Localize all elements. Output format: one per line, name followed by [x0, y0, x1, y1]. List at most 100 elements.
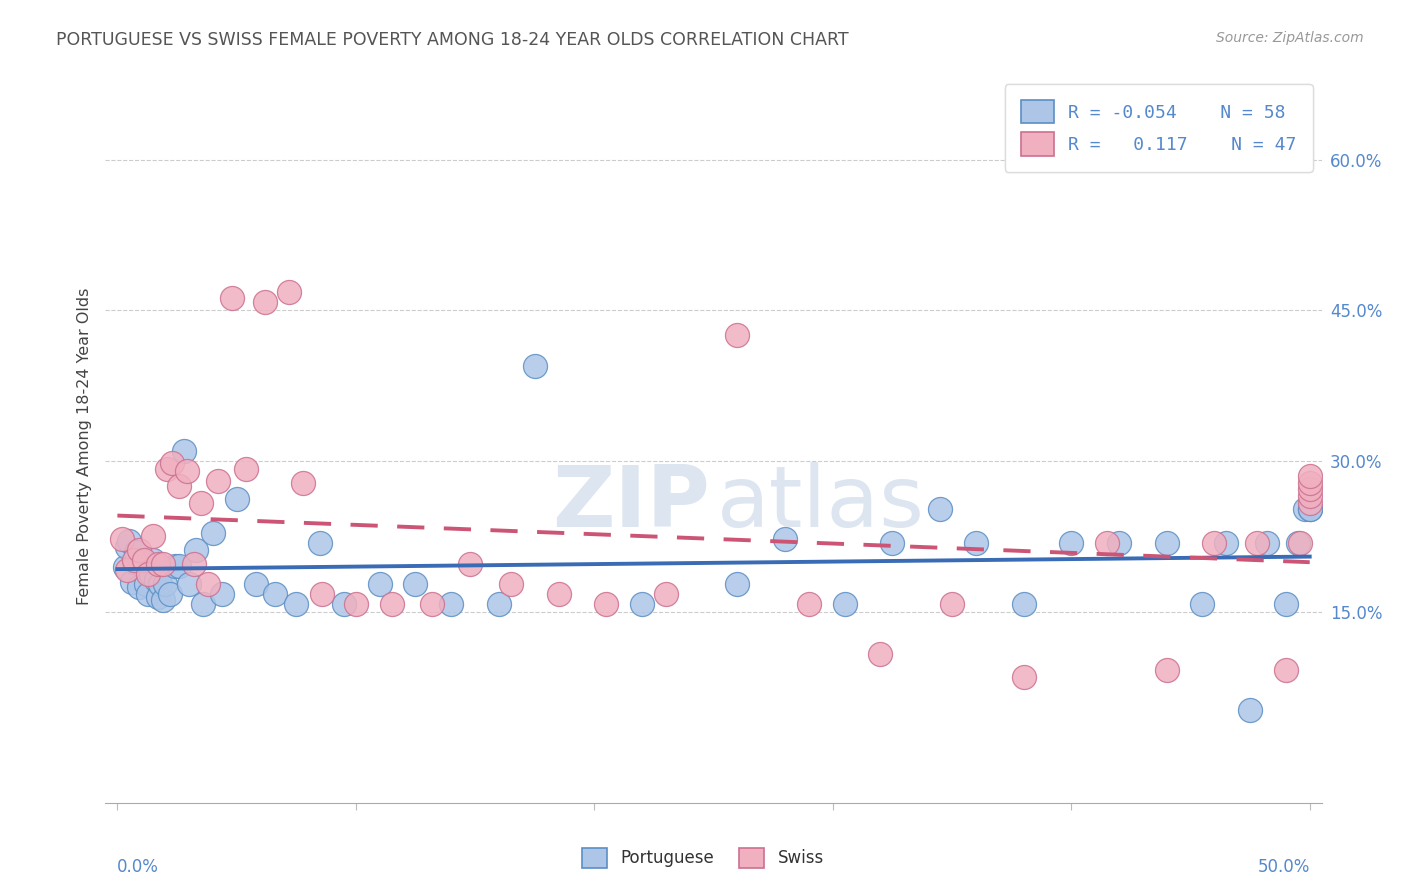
Point [129, 555, 152, 569]
Point [153, 576, 176, 591]
Point [111, 533, 134, 547]
Point [1299, 502, 1322, 516]
Point [122, 555, 145, 569]
Point [458, 557, 481, 571]
Text: ZIP: ZIP [553, 461, 710, 545]
Point [201, 526, 224, 541]
Point [1204, 536, 1226, 550]
Point [1156, 536, 1178, 550]
Point [1275, 663, 1298, 677]
Point [309, 536, 332, 550]
Point [122, 552, 145, 566]
Point [138, 566, 160, 581]
Point [595, 597, 617, 611]
Point [965, 536, 987, 550]
Point [211, 587, 233, 601]
Point [1246, 536, 1268, 550]
Point [1060, 536, 1083, 550]
Point [128, 542, 150, 557]
Point [225, 492, 247, 507]
Point [1299, 502, 1322, 516]
Point [184, 542, 207, 557]
Point [1299, 489, 1322, 503]
Point [1299, 469, 1322, 483]
Point [263, 587, 285, 601]
Point [882, 536, 904, 550]
Legend: Portuguese, Swiss: Portuguese, Swiss [575, 841, 831, 875]
Point [146, 557, 169, 571]
Point [125, 544, 148, 558]
Point [488, 597, 510, 611]
Point [941, 597, 963, 611]
Point [523, 359, 546, 373]
Point [381, 597, 404, 611]
Point [115, 540, 138, 554]
Point [1275, 597, 1298, 611]
Point [176, 464, 198, 478]
Point [725, 576, 748, 591]
Point [160, 456, 183, 470]
Point [1256, 536, 1278, 550]
Point [368, 576, 391, 591]
Point [278, 285, 301, 300]
Point [725, 328, 748, 343]
Point [285, 597, 308, 611]
Point [929, 502, 952, 516]
Text: Source: ZipAtlas.com: Source: ZipAtlas.com [1216, 31, 1364, 45]
Point [128, 580, 150, 594]
Text: PORTUGUESE VS SWISS FEMALE POVERTY AMONG 18-24 YEAR OLDS CORRELATION CHART: PORTUGUESE VS SWISS FEMALE POVERTY AMONG… [56, 31, 849, 49]
Point [190, 496, 212, 510]
Point [1286, 536, 1309, 550]
Point [1191, 597, 1213, 611]
Point [1108, 536, 1130, 550]
Point [1299, 476, 1322, 491]
Point [1012, 670, 1035, 684]
Point [254, 295, 277, 310]
Y-axis label: Female Poverty Among 18-24 Year Olds: Female Poverty Among 18-24 Year Olds [76, 287, 91, 605]
Point [834, 597, 856, 611]
Point [292, 476, 315, 491]
Point [197, 576, 219, 591]
Point [142, 552, 165, 566]
Point [1156, 663, 1178, 677]
Point [163, 558, 186, 573]
Point [1239, 703, 1261, 717]
Point [773, 533, 796, 547]
Point [139, 566, 162, 581]
Point [138, 587, 160, 601]
Point [333, 597, 356, 611]
Point [142, 529, 165, 543]
Point [152, 557, 174, 571]
Point [440, 597, 463, 611]
Point [132, 552, 155, 566]
Point [173, 444, 195, 458]
Point [146, 590, 169, 604]
Text: atlas: atlas [717, 461, 925, 545]
Point [169, 558, 191, 573]
Point [156, 462, 179, 476]
Point [169, 479, 191, 493]
Point [631, 597, 654, 611]
Point [1289, 536, 1312, 550]
Point [1215, 536, 1237, 550]
Point [1012, 597, 1035, 611]
Point [221, 291, 243, 305]
Point [149, 576, 172, 591]
Point [183, 557, 205, 571]
Point [1299, 482, 1322, 496]
Point [118, 534, 141, 549]
Point [499, 576, 522, 591]
Point [115, 563, 138, 577]
Point [121, 574, 143, 589]
Point [193, 597, 215, 611]
Point [152, 592, 174, 607]
Text: 50.0%: 50.0% [1257, 858, 1310, 876]
Point [145, 573, 167, 587]
Point [114, 559, 136, 574]
Point [869, 647, 891, 661]
Point [159, 587, 181, 601]
Point [135, 576, 157, 591]
Point [1299, 496, 1322, 510]
Point [245, 576, 267, 591]
Legend: R = -0.054    N = 58, R =   0.117    N = 47: R = -0.054 N = 58, R = 0.117 N = 47 [1005, 84, 1313, 172]
